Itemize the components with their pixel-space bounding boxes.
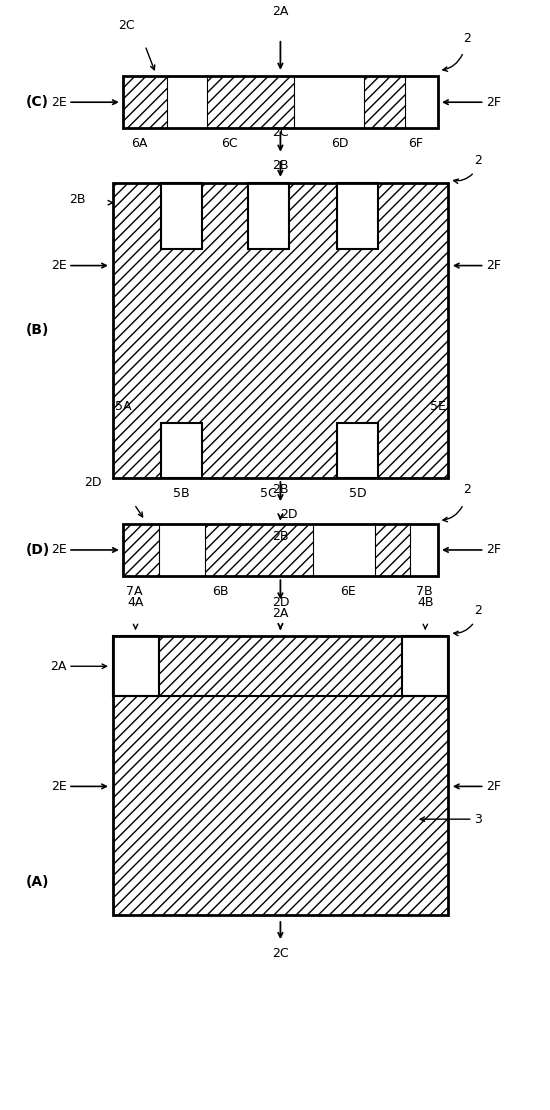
Bar: [158, 524, 205, 576]
Text: 6D: 6D: [331, 138, 349, 150]
Text: 4A: 4A: [128, 596, 144, 609]
Bar: [113, 636, 158, 696]
Bar: [207, 75, 294, 129]
Bar: [402, 636, 448, 696]
Bar: [365, 75, 405, 129]
Text: 6C: 6C: [221, 138, 237, 150]
Text: 3: 3: [474, 813, 482, 826]
Text: 2E: 2E: [51, 259, 67, 272]
Text: 5D: 5D: [349, 486, 366, 500]
Text: 2: 2: [474, 604, 482, 616]
Text: (B): (B): [26, 323, 49, 337]
Bar: [205, 524, 313, 576]
Bar: [161, 183, 202, 249]
Text: 7B: 7B: [416, 585, 432, 598]
Text: 2: 2: [474, 153, 482, 166]
Text: 2D: 2D: [272, 596, 289, 609]
Text: 2B: 2B: [272, 159, 289, 172]
Text: 2D: 2D: [280, 508, 298, 522]
Bar: [294, 75, 365, 129]
Text: 2E: 2E: [51, 780, 67, 793]
Bar: [405, 75, 437, 129]
Bar: [113, 183, 448, 478]
Text: 2F: 2F: [486, 780, 501, 793]
Bar: [123, 75, 437, 129]
Text: 2B: 2B: [272, 531, 289, 543]
Text: 2: 2: [463, 484, 471, 496]
Bar: [313, 524, 375, 576]
Text: 2E: 2E: [51, 95, 67, 109]
Text: 2A: 2A: [50, 659, 67, 673]
Bar: [123, 75, 437, 129]
Text: 5A: 5A: [115, 401, 131, 413]
Text: 2B: 2B: [69, 193, 85, 205]
Bar: [337, 183, 378, 249]
Bar: [123, 524, 437, 576]
Text: 2A: 2A: [272, 6, 289, 18]
Text: 2F: 2F: [486, 259, 501, 272]
Bar: [410, 524, 437, 576]
Text: 2C: 2C: [272, 948, 289, 960]
Text: 6A: 6A: [131, 138, 148, 150]
Bar: [123, 524, 158, 576]
Text: 2F: 2F: [486, 95, 501, 109]
Text: 5B: 5B: [173, 486, 190, 500]
Text: 5E: 5E: [430, 401, 446, 413]
Text: (C): (C): [26, 95, 49, 109]
Text: 7A: 7A: [126, 585, 142, 598]
Bar: [113, 636, 448, 915]
Text: 2F: 2F: [486, 544, 501, 556]
Bar: [375, 524, 410, 576]
Bar: [113, 183, 448, 478]
Text: 2C: 2C: [272, 127, 289, 140]
Text: (A): (A): [26, 875, 50, 889]
Text: 2D: 2D: [84, 476, 102, 488]
Text: 2B: 2B: [272, 484, 289, 496]
Bar: [161, 423, 202, 478]
Text: 2C: 2C: [118, 19, 135, 32]
Text: (D): (D): [26, 543, 50, 557]
Bar: [337, 423, 378, 478]
Bar: [113, 636, 448, 915]
Bar: [248, 183, 289, 249]
Bar: [123, 524, 437, 576]
Text: 2A: 2A: [272, 607, 289, 619]
Text: 6E: 6E: [340, 585, 356, 598]
Text: 2E: 2E: [51, 544, 67, 556]
Bar: [167, 75, 207, 129]
Text: 6B: 6B: [213, 585, 229, 598]
Text: 5C: 5C: [260, 486, 277, 500]
Text: 2: 2: [463, 32, 471, 46]
Text: 4B: 4B: [417, 596, 433, 609]
Bar: [123, 75, 167, 129]
Text: 6F: 6F: [408, 138, 424, 150]
